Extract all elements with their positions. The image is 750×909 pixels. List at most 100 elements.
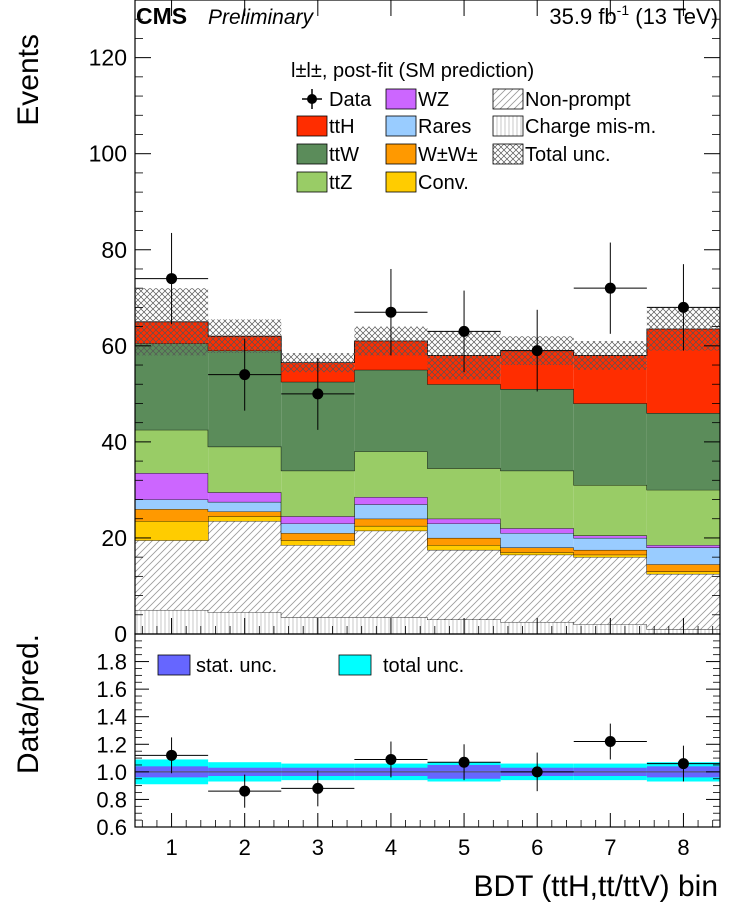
bar-conv--bin-3: [281, 540, 355, 546]
bar-wz-bin-5: [427, 518, 501, 524]
ratio-legend: stat. unc. total unc.: [157, 654, 464, 677]
ratio-point-bin-3: [312, 782, 324, 794]
y-tick-label: 80: [101, 237, 127, 263]
legend-chargemis: Charge mis-m.: [492, 115, 656, 138]
x-tick-label: 8: [677, 835, 689, 860]
data-point-bin-2: [239, 369, 251, 381]
bar-rares-bin-8: [646, 547, 720, 565]
ratio-tick-label: 0.6: [96, 815, 127, 840]
y-tick-label: 120: [89, 45, 127, 71]
lumi-label: 35.9 fb-1 (13 TeV): [549, 2, 718, 29]
axes: 0 20 40 60 80 100 120 0.6 0.81.0 1.21.4 1.61.8 1 2 3 4…: [89, 0, 721, 860]
bar-rares-bin-6: [500, 533, 574, 548]
legend-stat-unc-swatch: [157, 654, 191, 676]
bar-w-w--bin-7: [573, 549, 647, 555]
data-point-bin-6: [531, 345, 543, 357]
y-tick-label: 0: [114, 621, 127, 647]
legend-ww: W±W±: [385, 143, 478, 166]
legend-tth: ttH: [296, 115, 355, 138]
bar-wz-bin-7: [573, 535, 647, 538]
legend-total-unc: total unc.: [383, 655, 464, 677]
ratio-point-bin-6: [531, 766, 543, 778]
bar-wz-bin-2: [208, 492, 282, 502]
data-point-bin-8: [677, 301, 689, 313]
y-tick-label: 40: [101, 429, 127, 455]
ratio-point-bin-5: [458, 756, 470, 768]
bar-w-w--bin-6: [500, 547, 574, 553]
bar-w-w--bin-5: [427, 537, 501, 546]
svg-text:WZ: WZ: [418, 89, 449, 111]
bar-ttw-bin-7: [573, 403, 647, 486]
ratio-point-bin-4: [385, 753, 397, 765]
preliminary-label: Preliminary: [208, 6, 315, 29]
bar-ttz-bin-4: [354, 451, 428, 498]
bar-ttz-bin-2: [208, 446, 282, 493]
total-unc-bin-7: [573, 341, 647, 370]
bar-wz-bin-6: [500, 528, 574, 534]
bar-conv--bin-1: [135, 521, 209, 541]
bar-ttz-bin-6: [500, 470, 574, 529]
x-tick-label: 4: [385, 835, 397, 860]
bar-ttw-bin-4: [354, 369, 428, 452]
ratio-tick-label: 0.8: [96, 787, 127, 812]
bar-ttz-bin-5: [427, 468, 501, 519]
bar-rares-bin-1: [135, 499, 209, 510]
ratio-tick-label: 1.6: [96, 677, 127, 702]
ratio-tick-label: 1.4: [96, 705, 127, 730]
legend-stat-unc: stat. unc.: [196, 655, 277, 677]
bar-non-prompt-bin-5: [427, 549, 501, 620]
legend-ttw: ttW: [296, 143, 359, 166]
y-tick-label: 20: [101, 525, 127, 551]
data-point-bin-1: [166, 273, 178, 285]
bar-wz-bin-4: [354, 497, 428, 505]
bar-non-prompt-bin-1: [135, 540, 209, 610]
ratio-tick-label: 1.0: [96, 760, 127, 785]
ratio-point-bin-2: [239, 785, 251, 797]
bar-conv--bin-2: [208, 516, 282, 522]
svg-text:Total unc.: Total unc.: [525, 144, 611, 166]
bar-ttw-bin-8: [646, 413, 720, 490]
bar-ttw-bin-5: [427, 384, 501, 469]
svg-text:Data: Data: [329, 89, 372, 111]
x-tick-label: 1: [165, 835, 177, 860]
bar-w-w--bin-2: [208, 511, 282, 517]
bar-rares-bin-2: [208, 501, 282, 512]
bar-ttz-bin-1: [135, 429, 209, 474]
y-tick-label: 100: [89, 141, 127, 167]
bar-w-w--bin-1: [135, 509, 209, 522]
x-axis-title: BDT (ttH,tt/ttV) bin: [474, 870, 719, 903]
y-axis-title: Events: [12, 34, 45, 126]
x-tick-label: 2: [239, 835, 251, 860]
bar-rares-bin-4: [354, 504, 428, 519]
legend: l±l±, post-fit (SM prediction) Data ttH …: [291, 60, 656, 194]
bar-conv--bin-6: [500, 552, 574, 555]
svg-text:W±W±: W±W±: [418, 144, 478, 166]
ratio-tick-label: 1.8: [96, 650, 127, 675]
cms-label: CMS: [136, 3, 187, 29]
legend-totalunc: Total unc.: [492, 143, 611, 166]
bar-w-w--bin-8: [646, 564, 720, 572]
legend-wz: WZ: [385, 88, 449, 111]
x-tick-label: 7: [604, 835, 616, 860]
bar-rares-bin-5: [427, 523, 501, 538]
bar-wz-bin-8: [646, 545, 720, 548]
legend-data: Data: [302, 89, 372, 111]
legend-nonprompt: Non-prompt: [492, 88, 631, 111]
svg-text:Rares: Rares: [418, 116, 471, 138]
bar-wz-bin-3: [281, 516, 355, 524]
data-point-bin-4: [385, 306, 397, 318]
bar-non-prompt-bin-2: [208, 521, 282, 613]
bar-ttz-bin-8: [646, 489, 720, 546]
svg-text:Conv.: Conv.: [418, 172, 469, 194]
bar-w-w--bin-3: [281, 533, 355, 541]
svg-text:ttH: ttH: [329, 116, 355, 138]
ratio-y-axis-title: Data/pred.: [12, 634, 45, 774]
svg-text:Non-prompt: Non-prompt: [525, 89, 631, 111]
bar-conv--bin-4: [354, 525, 428, 531]
bar-ttz-bin-7: [573, 485, 647, 536]
data-point-bin-3: [312, 388, 324, 400]
ratio-point-bin-7: [604, 736, 616, 748]
svg-text:Charge mis-m.: Charge mis-m.: [525, 116, 656, 138]
ratio-point-bin-8: [677, 758, 689, 770]
